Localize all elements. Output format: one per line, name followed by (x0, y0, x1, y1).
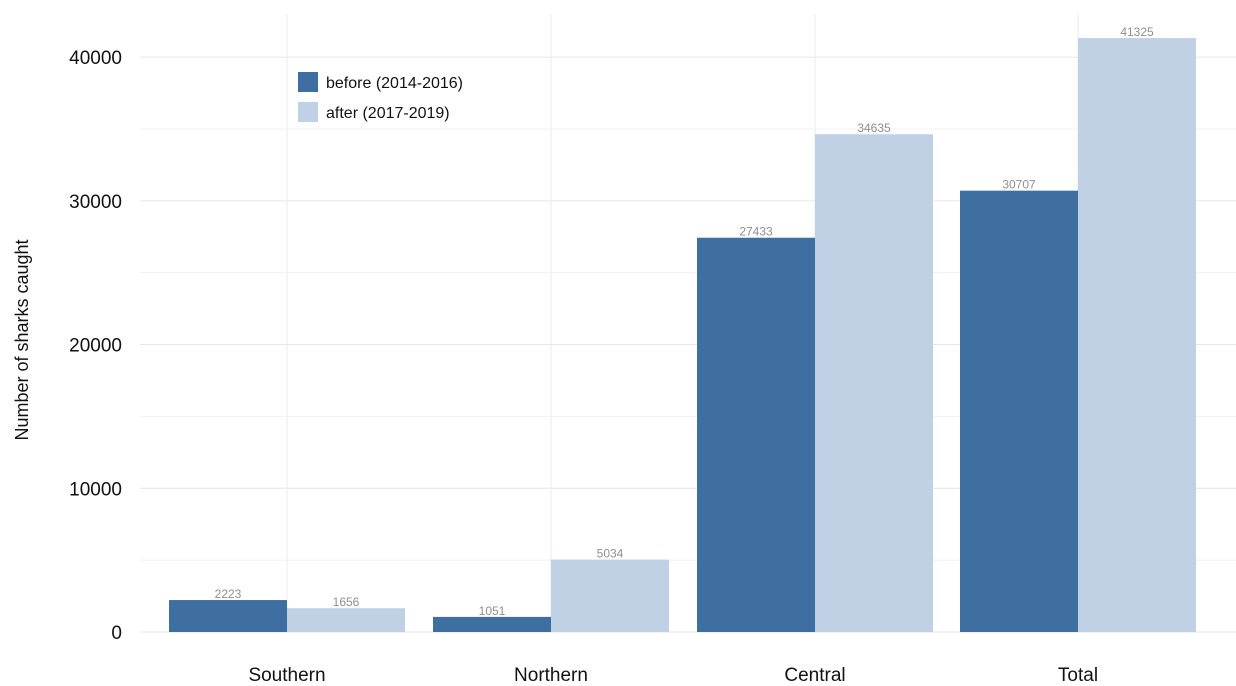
data-label: 1656 (333, 595, 360, 609)
data-label: 41325 (1120, 25, 1154, 39)
data-label: 1051 (479, 604, 506, 618)
bar-after-southern (287, 608, 405, 632)
legend-label: after (2017-2019) (326, 105, 450, 122)
legend-swatch (298, 102, 318, 122)
legend-swatch (298, 72, 318, 92)
bar-before-northern (433, 616, 551, 632)
y-tick-label: 20000 (69, 336, 122, 357)
axis-layer: Number of sharks caught 0 10000 20000 30000… (12, 48, 1098, 686)
bar-after-total (1078, 38, 1196, 633)
bar-after-central (815, 134, 933, 632)
bar-before-central (697, 237, 815, 632)
y-tick-label: 0 (111, 623, 122, 644)
bar-after-northern (551, 559, 669, 632)
data-label: 5034 (597, 547, 624, 561)
legend-label: before (2014-2016) (326, 75, 463, 92)
bar-before-southern (169, 600, 287, 632)
data-label: 2223 (215, 587, 242, 601)
bar-before-total (960, 190, 1078, 632)
x-tick-label: Northern (514, 665, 588, 686)
data-label: 34635 (857, 121, 891, 135)
x-tick-label: Southern (248, 665, 325, 686)
y-tick-label: 10000 (69, 479, 122, 500)
x-tick-label: Central (784, 665, 845, 686)
y-axis-title: Number of sharks caught (12, 239, 32, 440)
bars-layer (169, 38, 1196, 633)
data-label: 27433 (739, 225, 773, 239)
legend: before (2014-2016) after (2017-2019) (298, 72, 463, 122)
data-label: 30707 (1002, 178, 1036, 192)
y-tick-label: 40000 (69, 48, 122, 69)
x-tick-label: Total (1058, 665, 1098, 686)
y-tick-label: 30000 (69, 192, 122, 213)
data-labels-layer: 2223 1051 27433 30707 1656 5034 34635 41325 (215, 25, 1154, 618)
